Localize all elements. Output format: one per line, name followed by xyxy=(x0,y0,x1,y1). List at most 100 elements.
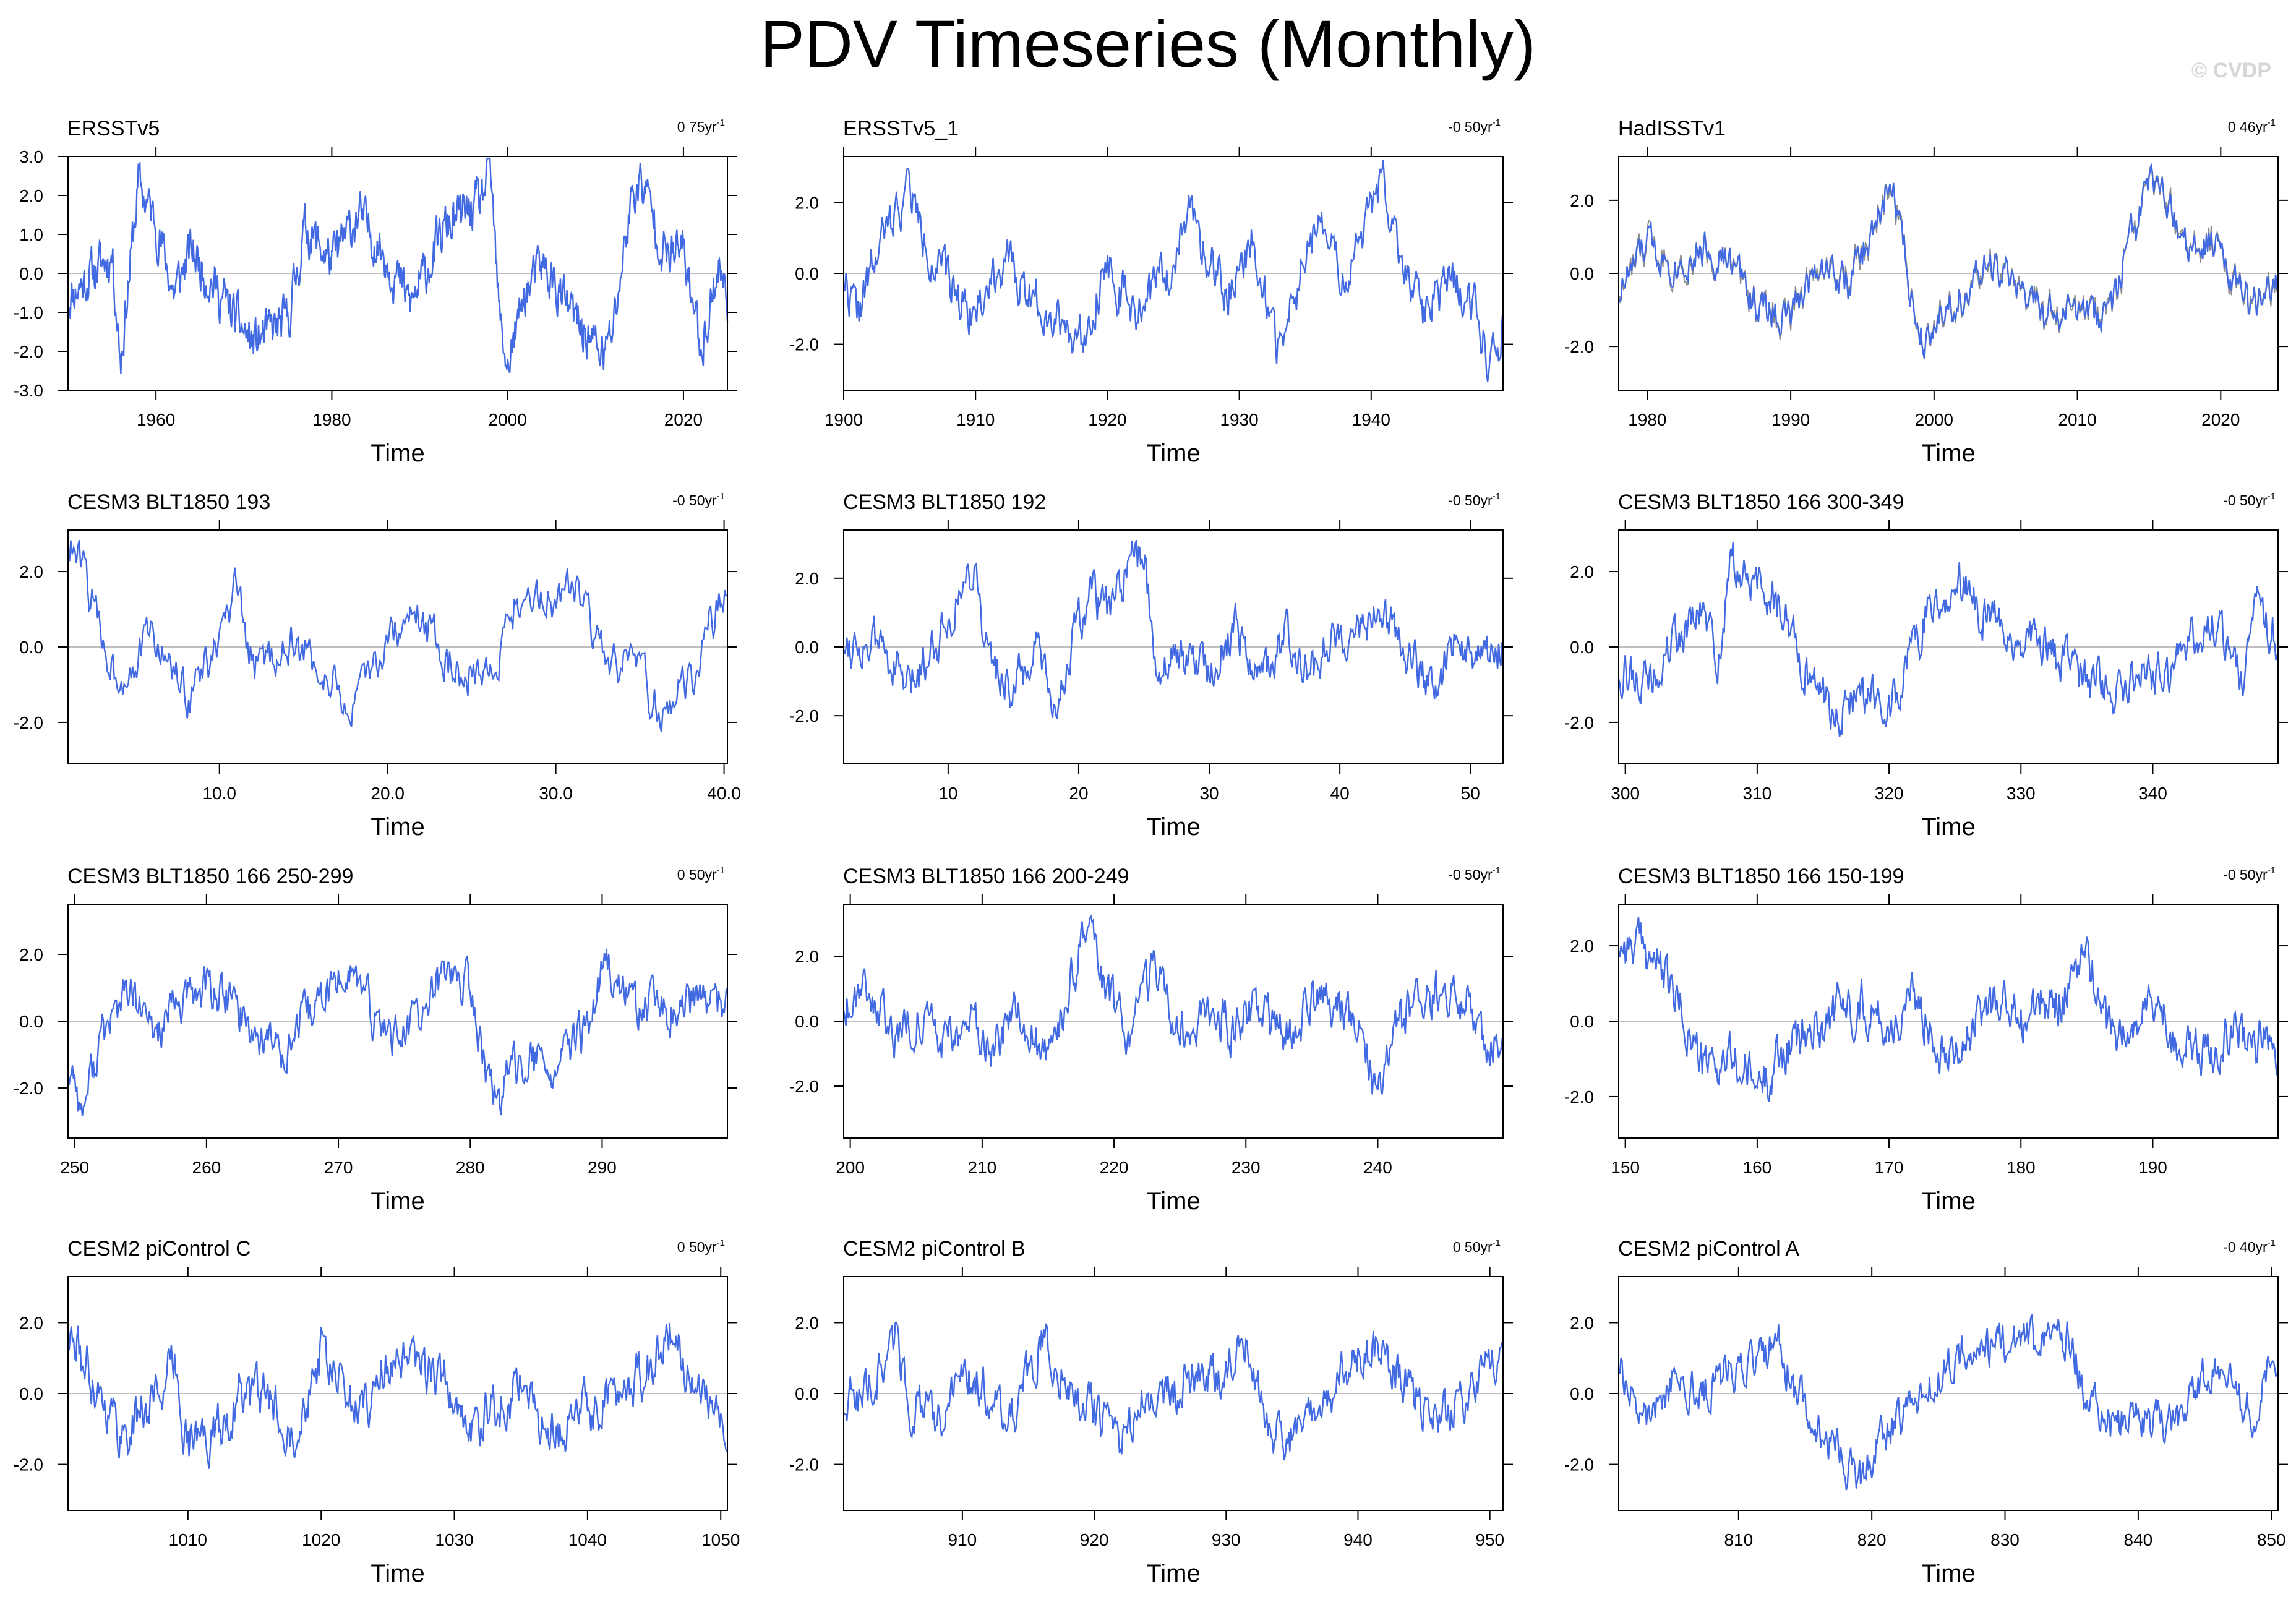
x-tick-label: 2010 xyxy=(2058,410,2096,429)
x-axis-label: Time xyxy=(1921,1560,1975,1587)
y-tick-label: 2.0 xyxy=(1570,1313,1594,1332)
x-tick-label: 200 xyxy=(836,1158,865,1177)
y-tick-label: 0.0 xyxy=(1570,264,1594,283)
y-tick-label: 0.0 xyxy=(19,1012,43,1031)
x-tick-label: 230 xyxy=(1232,1158,1261,1177)
watermark: © CVDP xyxy=(2191,59,2271,82)
x-tick-label: 1980 xyxy=(312,410,351,429)
trend-exponent: -1 xyxy=(1493,865,1501,876)
chart-panel: CESM3 BLT1850 166 150-199 -0 50yr-1 150 160… xyxy=(1564,865,2288,1215)
y-tick-label: -2.0 xyxy=(1564,1087,1594,1107)
x-tick-label: 1020 xyxy=(302,1530,340,1549)
chart-panel: CESM3 BLT1850 192 -0 50yr-1 10 20 30 40 50 -2.0… xyxy=(789,490,1513,841)
chart-title: CESM3 BLT1850 192 xyxy=(843,490,1046,514)
x-tick-label: 290 xyxy=(588,1158,617,1177)
x-tick-label: 940 xyxy=(1343,1530,1373,1549)
x-axis-label: Time xyxy=(1146,1188,1200,1215)
series-line xyxy=(842,539,1504,719)
y-tick-label: 2.0 xyxy=(1570,191,1594,210)
x-tick-label: 1040 xyxy=(568,1530,607,1549)
x-tick-label: 1910 xyxy=(956,410,995,429)
series-line xyxy=(67,948,729,1116)
x-axis-label: Time xyxy=(371,813,424,841)
series-line xyxy=(842,160,1504,382)
x-tick-label: 240 xyxy=(1363,1158,1392,1177)
x-tick-label: 310 xyxy=(1743,784,1772,803)
page-title: PDV Timeseries (Monthly) xyxy=(760,6,1536,81)
x-tick-label: 30.0 xyxy=(539,784,573,803)
trend-exponent: -1 xyxy=(1493,491,1501,502)
x-axis-label: Time xyxy=(1921,440,1975,467)
chart-panel: CESM3 BLT1850 193 -0 50yr-1 10.0 20.0 30.0 40… xyxy=(14,490,741,841)
trend-label: -0 50yr-1 xyxy=(1448,491,1501,508)
y-tick-label: -2.0 xyxy=(1564,337,1594,356)
trend-exponent: -1 xyxy=(2268,865,2276,876)
chart-title: CESM2 piControl B xyxy=(843,1237,1026,1261)
y-tick-label: -2.0 xyxy=(1564,713,1594,732)
x-tick-label: 1050 xyxy=(701,1530,740,1549)
chart-panel: ERSSTv5_1 -0 50yr-1 1900 1910 1920 1930 1940 -2… xyxy=(789,117,1513,467)
y-tick-label: -2.0 xyxy=(14,342,43,361)
chart-panel: CESM3 BLT1850 166 200-249 -0 50yr-1 200 210… xyxy=(789,865,1513,1215)
x-tick-label: 950 xyxy=(1475,1530,1504,1549)
series-line xyxy=(67,539,728,733)
y-tick-label: -2.0 xyxy=(789,1455,819,1475)
x-tick-label: 1960 xyxy=(137,410,175,429)
x-tick-label: 930 xyxy=(1212,1530,1241,1549)
chart-title: CESM3 BLT1850 193 xyxy=(67,490,270,514)
x-tick-label: 1990 xyxy=(1771,410,1810,429)
x-tick-label: 810 xyxy=(1724,1530,1753,1549)
x-tick-label: 10.0 xyxy=(202,784,236,803)
trend-label: -0 40yr-1 xyxy=(2223,1238,2276,1255)
series-line xyxy=(1617,1314,2279,1491)
chart-panel: HadISSTv1 0 46yr-1 1980 1990 2000 2010 2020 -2.… xyxy=(1564,117,2288,467)
x-tick-label: 1900 xyxy=(825,410,863,429)
x-tick-label: 50 xyxy=(1461,784,1480,803)
x-tick-label: 250 xyxy=(60,1158,89,1177)
y-tick-label: -2.0 xyxy=(789,706,819,726)
x-axis-label: Time xyxy=(1921,813,1975,841)
x-tick-label: 1030 xyxy=(435,1530,473,1549)
x-tick-label: 820 xyxy=(1857,1530,1887,1549)
y-tick-label: 2.0 xyxy=(1570,562,1594,581)
x-tick-label: 1920 xyxy=(1088,410,1126,429)
x-tick-label: 160 xyxy=(1743,1158,1772,1177)
x-tick-label: 280 xyxy=(456,1158,485,1177)
y-tick-label: 0.0 xyxy=(795,638,819,657)
x-tick-label: 320 xyxy=(1875,784,1904,803)
y-tick-label: -2.0 xyxy=(789,335,819,354)
x-axis-label: Time xyxy=(371,1188,424,1215)
y-tick-label: 0.0 xyxy=(1570,1012,1594,1031)
series-line xyxy=(842,914,1504,1095)
y-tick-label: 2.0 xyxy=(19,945,43,964)
series-line xyxy=(843,1322,1504,1461)
x-axis-label: Time xyxy=(1146,813,1200,841)
trend-label: 0 50yr-1 xyxy=(1453,1238,1501,1255)
x-tick-label: 270 xyxy=(324,1158,353,1177)
x-tick-label: 20 xyxy=(1069,784,1088,803)
trend-exponent: -1 xyxy=(1493,1238,1501,1248)
x-tick-label: 2020 xyxy=(2201,410,2240,429)
trend-label: -0 50yr-1 xyxy=(2223,491,2276,508)
y-tick-label: 2.0 xyxy=(19,186,43,205)
y-tick-label: 0.0 xyxy=(19,638,43,657)
y-tick-label: 0.0 xyxy=(1570,1384,1594,1403)
x-tick-label: 1980 xyxy=(1628,410,1666,429)
trend-label: 0 50yr-1 xyxy=(677,1238,725,1255)
y-tick-label: 2.0 xyxy=(795,569,819,588)
y-tick-label: -2.0 xyxy=(14,1455,43,1475)
y-tick-label: 2.0 xyxy=(19,1313,43,1332)
trend-exponent: -1 xyxy=(717,1238,725,1248)
x-tick-label: 850 xyxy=(2257,1530,2286,1549)
y-tick-label: 2.0 xyxy=(795,193,819,212)
y-tick-label: 0.0 xyxy=(19,264,43,283)
y-tick-label: -2.0 xyxy=(14,1079,43,1098)
trend-exponent: -1 xyxy=(717,865,725,876)
x-tick-label: 30 xyxy=(1199,784,1219,803)
y-tick-label: -1.0 xyxy=(14,303,43,322)
chart-title: ERSSTv5_1 xyxy=(843,117,959,140)
y-tick-label: 2.0 xyxy=(795,947,819,966)
chart-panel: CESM2 piControl A -0 40yr-1 810 820 830 840 85… xyxy=(1564,1237,2288,1587)
trend-label: 0 50yr-1 xyxy=(677,865,725,883)
